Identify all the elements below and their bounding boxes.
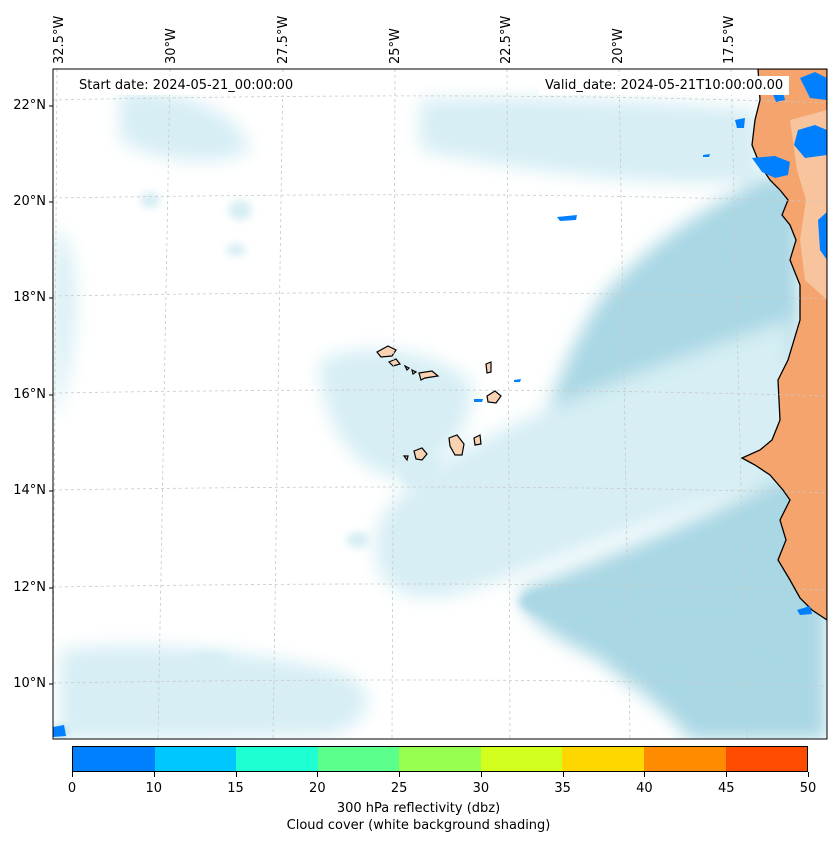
colorbar-segment xyxy=(480,747,563,771)
colorbar-tick xyxy=(480,772,482,777)
colorbar-tick-label: 15 xyxy=(227,781,244,796)
latitude-label: 14°N xyxy=(13,483,46,498)
colorbar-segment xyxy=(317,747,400,771)
colorbar-segment xyxy=(562,747,644,771)
colorbar-segment xyxy=(399,747,481,771)
colorbar-tick-label: 50 xyxy=(799,781,817,796)
colorbar-tick-label: 35 xyxy=(554,781,571,796)
colorbar-tick xyxy=(726,772,728,777)
reflectivity-patches xyxy=(53,72,827,737)
colorbar-tick xyxy=(399,772,401,777)
cloud-streaks-layer xyxy=(53,192,790,738)
colorbar-segment xyxy=(643,747,726,771)
colorbar-tick xyxy=(317,772,319,777)
colorbar-tick-label: 45 xyxy=(717,781,735,796)
longitude-label: 27.5°W xyxy=(276,15,291,64)
colorbar-tick xyxy=(808,772,809,777)
latitude-label: 22°N xyxy=(13,98,46,113)
latitude-label: 16°N xyxy=(13,387,46,402)
colorbar-tick xyxy=(235,772,237,777)
latitude-label: 18°N xyxy=(13,290,46,305)
latitude-label: 10°N xyxy=(13,676,46,691)
longitude-label: 20°W xyxy=(611,28,626,64)
colorbar-tick xyxy=(72,772,73,777)
longitude-label: 32.5°W xyxy=(52,15,67,64)
sahara-light-land xyxy=(790,110,827,300)
colorbar-tick-label: 25 xyxy=(390,781,408,796)
map-frame xyxy=(52,68,828,740)
colorbar-title: 300 hPa reflectivity (dbz) xyxy=(336,801,501,816)
cape-verde-islands xyxy=(376,345,502,462)
colorbar-segment xyxy=(154,747,237,771)
longitude-label: 17.5°W xyxy=(722,15,737,64)
latitude-label: 12°N xyxy=(13,580,46,595)
colorbar-tick xyxy=(153,772,155,777)
cloud-cover-layer xyxy=(53,90,827,739)
colorbar-tick-label: 20 xyxy=(309,781,326,796)
colorbar-tick-label: 0 xyxy=(67,781,77,796)
colorbar-tick-label: 10 xyxy=(145,781,163,796)
start-date-label: Start date: 2024-05-21_00:00:00 xyxy=(73,76,300,95)
colorbar-tick-label: 30 xyxy=(472,781,490,796)
colorbar-tick xyxy=(644,772,646,777)
graticule xyxy=(53,69,827,739)
latitude-ticks xyxy=(49,105,53,685)
latitude-label: 20°N xyxy=(13,194,46,209)
colorbar xyxy=(72,746,808,772)
colorbar-segment xyxy=(725,747,808,771)
colorbar-tick xyxy=(562,772,564,777)
longitude-label: 22.5°W xyxy=(499,15,514,64)
colorbar-segment xyxy=(236,747,318,771)
colorbar-tick-label: 40 xyxy=(636,781,653,796)
colorbar-segment xyxy=(73,747,155,771)
longitude-label: 30°W xyxy=(164,28,179,64)
longitude-label: 25°W xyxy=(388,28,403,64)
colorbar-subtitle: Cloud cover (white background shading) xyxy=(286,818,551,833)
valid-date-label: Valid_date: 2024-05-21T10:00:00.00 xyxy=(539,76,790,95)
